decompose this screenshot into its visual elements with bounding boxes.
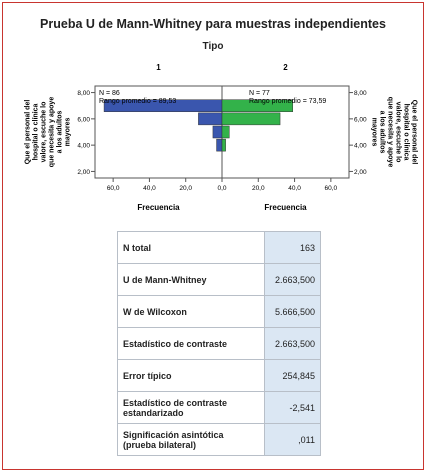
y-tick-label: 4,00 xyxy=(77,143,90,150)
x-tick-label: 60,0 xyxy=(325,185,338,192)
n-label: N = 77 xyxy=(249,90,270,97)
stat-value: ,011 xyxy=(264,424,320,456)
stat-value: 163 xyxy=(264,232,320,264)
x-axis-title: Frecuencia xyxy=(264,203,307,212)
stats-row: Estadístico de contraste estandarizado -2… xyxy=(118,392,321,424)
y-axis-title-line: hospital o clínica xyxy=(403,104,410,161)
stat-label: U de Mann-Whitney xyxy=(118,264,265,296)
y-axis-title-line: Que el personal del xyxy=(25,100,32,165)
x-tick-label: 40,0 xyxy=(288,185,301,192)
stat-value: 254,845 xyxy=(264,360,320,392)
y-axis-title-line: valore, escuche lo xyxy=(41,102,48,163)
bar xyxy=(222,139,226,151)
panel-label: 2 xyxy=(283,63,288,72)
stats-row: Significación asintótica (prueba bilater… xyxy=(118,424,321,456)
stat-label: Estadístico de contraste estandarizado xyxy=(118,392,265,424)
stat-label: N total xyxy=(118,232,265,264)
stat-value: -2,541 xyxy=(264,392,320,424)
bar xyxy=(222,126,229,138)
y-tick-label: 8,00 xyxy=(354,90,367,97)
y-axis-title-line: a los adultos xyxy=(57,111,64,154)
x-tick-label: 0,0 xyxy=(217,185,226,192)
stat-label: Error típico xyxy=(118,360,265,392)
y-axis-title-line: a los adultos xyxy=(379,111,386,154)
bar xyxy=(213,126,222,138)
bar xyxy=(222,113,280,125)
y-axis-title-line: que necesita y apoye xyxy=(49,97,56,168)
report-panel: Prueba U de Mann-Whitney para muestras i… xyxy=(2,2,424,470)
stat-value: 2.663,500 xyxy=(264,264,320,296)
y-axis-title-line: mayores xyxy=(65,117,72,146)
test-statistics-table: N total 163 U de Mann-Whitney 2.663,500 W de… xyxy=(117,231,321,456)
stats-row: U de Mann-Whitney 2.663,500 xyxy=(118,264,321,296)
y-tick-label: 4,00 xyxy=(354,143,367,150)
y-axis-title-line: que necesita y apoye xyxy=(387,97,394,168)
rank-label: Rango promedio = 89,53 xyxy=(99,98,176,105)
y-tick-label: 2,00 xyxy=(354,169,367,176)
bar xyxy=(198,113,222,125)
x-tick-label: 60,0 xyxy=(107,185,120,192)
x-tick-label: 20,0 xyxy=(252,185,265,192)
stats-row: N total 163 xyxy=(118,232,321,264)
y-tick-label: 8,00 xyxy=(77,90,90,97)
stat-label: Significación asintótica (prueba bilater… xyxy=(118,424,265,456)
stats-row: W de Wilcoxon 5.666,500 xyxy=(118,296,321,328)
x-axis-title: Frecuencia xyxy=(137,203,180,212)
stat-label: Estadístico de contraste xyxy=(118,328,265,360)
stats-row: Error típico 254,845 xyxy=(118,360,321,392)
panel-label: 1 xyxy=(156,63,161,72)
stat-label: W de Wilcoxon xyxy=(118,296,265,328)
y-axis-title-line: hospital o clínica xyxy=(33,104,40,161)
rank-label: Rango promedio = 73,59 xyxy=(249,98,326,105)
stats-row: Estadístico de contraste 2.663,500 xyxy=(118,328,321,360)
x-tick-label: 40,0 xyxy=(143,185,156,192)
y-tick-label: 2,00 xyxy=(77,169,90,176)
y-tick-label: 6,00 xyxy=(354,116,367,123)
x-tick-label: 20,0 xyxy=(179,185,192,192)
bar xyxy=(217,139,222,151)
y-tick-label: 6,00 xyxy=(77,116,90,123)
y-axis-title-line: valore, escuche lo xyxy=(395,102,402,163)
y-axis-title-left: Que el personal del hospital o clínica val… xyxy=(25,97,72,168)
y-axis-title-line: Que el personal del xyxy=(411,100,418,165)
n-label: N = 86 xyxy=(99,90,120,97)
y-axis-title-line: mayores xyxy=(371,118,378,147)
stat-value: 2.663,500 xyxy=(264,328,320,360)
stat-value: 5.666,500 xyxy=(264,296,320,328)
